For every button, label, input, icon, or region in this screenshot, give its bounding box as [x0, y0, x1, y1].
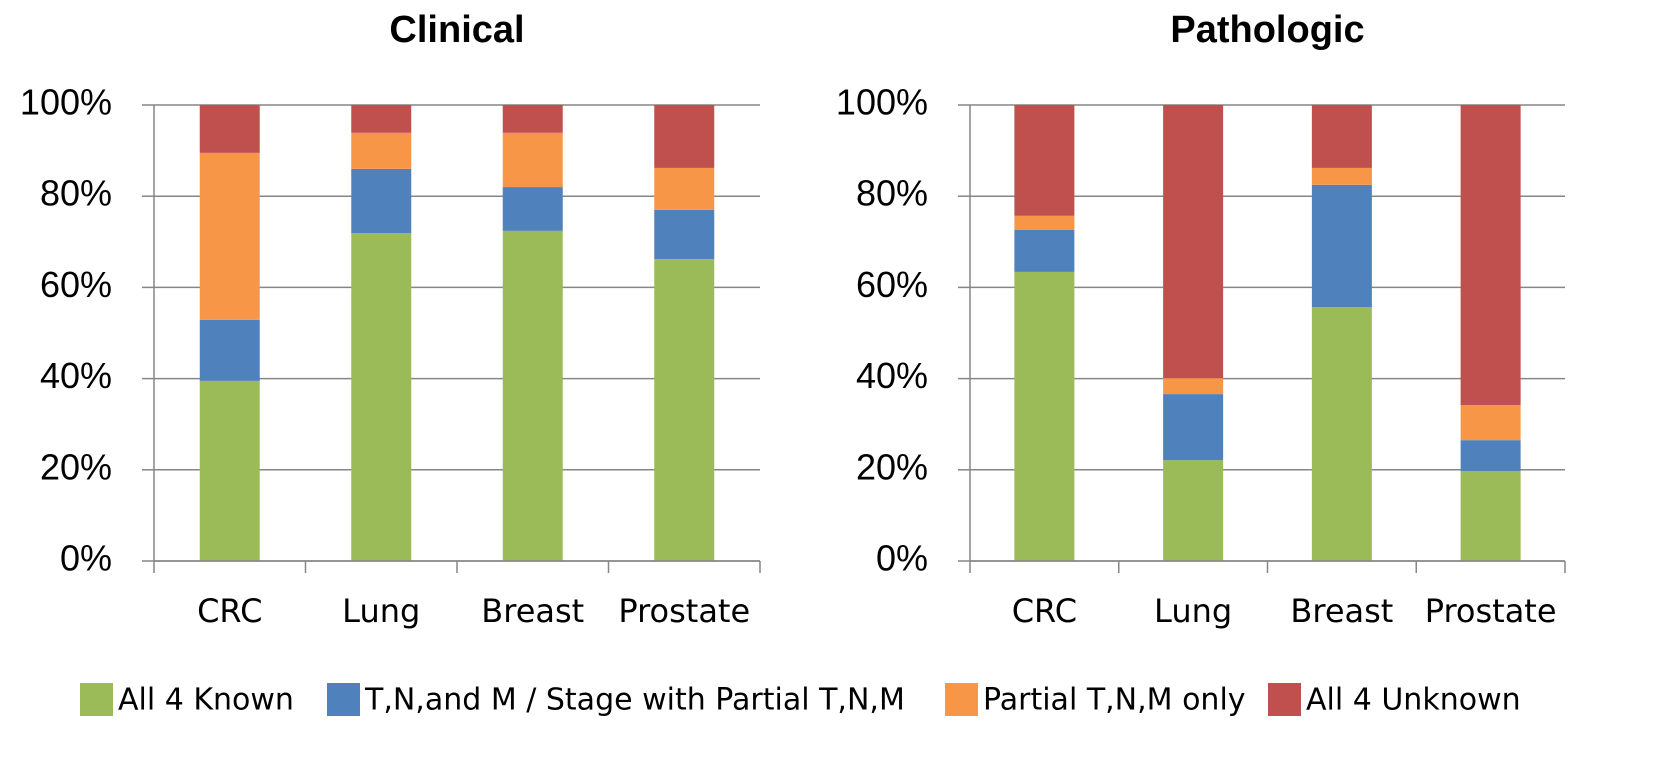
y-tick-label: 0% [876, 538, 928, 579]
chart-title: Pathologic [1170, 9, 1364, 51]
bar-segment [1163, 378, 1224, 395]
y-tick-label: 80% [856, 173, 928, 214]
bar-segment [1163, 394, 1224, 461]
x-tick-label: Breast [481, 592, 584, 630]
bar-segment [1163, 460, 1224, 561]
bar-segment [199, 152, 260, 320]
bar-segment [1014, 271, 1075, 561]
y-tick-label: 20% [856, 446, 928, 487]
bar-segment [654, 105, 715, 168]
legend-label: T,N,and M / Stage with Partial T,N,M [364, 683, 905, 718]
bar-segment [1311, 105, 1372, 168]
legend-label: Partial T,N,M only [983, 683, 1246, 718]
y-tick-label: 60% [856, 264, 928, 305]
legend-label: All 4 Known [118, 683, 294, 718]
y-tick-label: 60% [40, 264, 112, 305]
y-tick-label: 100% [20, 82, 112, 123]
x-tick-label: Prostate [1425, 592, 1557, 630]
bar-segment [351, 132, 412, 169]
x-tick-label: Lung [1154, 592, 1232, 630]
x-tick-label: Prostate [618, 592, 750, 630]
bar-segment [1014, 229, 1075, 272]
legend-label: All 4 Unknown [1306, 683, 1521, 718]
x-tick-label: CRC [1012, 592, 1077, 630]
x-tick-label: Breast [1290, 592, 1393, 630]
legend-swatch [1268, 683, 1301, 716]
bar-segment [1460, 405, 1521, 441]
bar-segment [1311, 184, 1372, 308]
bar-segment [654, 167, 715, 210]
bar-segment [502, 230, 563, 561]
x-tick-label: CRC [197, 592, 262, 630]
y-tick-label: 40% [856, 355, 928, 396]
x-tick-label: Lung [342, 592, 420, 630]
bar-segment [1163, 105, 1224, 379]
y-tick-label: 20% [40, 446, 112, 487]
bar-segment [1014, 215, 1075, 230]
bar-segment [654, 259, 715, 561]
bar-segment [351, 168, 412, 234]
legend-swatch [945, 683, 978, 716]
bar-segment [199, 319, 260, 381]
chart-title: Clinical [389, 9, 524, 51]
bar-segment [1460, 471, 1521, 561]
bar-segment [502, 132, 563, 188]
bar-segment [1460, 105, 1521, 406]
y-tick-label: 40% [40, 355, 112, 396]
bar-segment [1014, 105, 1075, 216]
legend-swatch [327, 683, 360, 716]
legend-swatch [80, 683, 113, 716]
bar-segment [199, 105, 260, 153]
bar-segment [1460, 440, 1521, 472]
bar-segment [351, 233, 412, 562]
bar-segment [654, 209, 715, 260]
bar-segment [1311, 167, 1372, 185]
bar-segment [1311, 307, 1372, 561]
bar-segment [199, 380, 260, 561]
bar-segment [351, 105, 412, 133]
y-tick-label: 100% [836, 82, 928, 123]
y-tick-label: 0% [60, 538, 112, 579]
bar-segment [502, 187, 563, 231]
y-tick-label: 80% [40, 173, 112, 214]
bar-segment [502, 105, 563, 133]
